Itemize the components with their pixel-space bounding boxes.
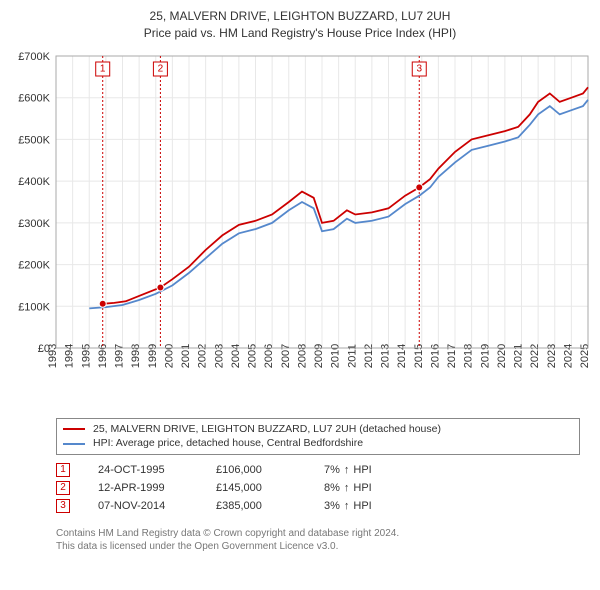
svg-text:£400K: £400K xyxy=(18,176,50,188)
svg-text:2009: 2009 xyxy=(313,343,325,367)
svg-text:£600K: £600K xyxy=(18,92,50,104)
svg-text:1: 1 xyxy=(100,63,106,74)
chart-title-line2: Price paid vs. HM Land Registry's House … xyxy=(6,25,594,42)
events-table: 1 24-OCT-1995 £106,000 7%↑HPI 2 12-APR-1999 £1… xyxy=(56,463,580,517)
svg-text:£300K: £300K xyxy=(18,217,50,229)
svg-text:2003: 2003 xyxy=(213,343,225,367)
legend-row: HPI: Average price, detached house, Cent… xyxy=(63,436,573,451)
legend-swatch xyxy=(63,443,85,445)
svg-text:2005: 2005 xyxy=(247,343,259,367)
svg-text:2021: 2021 xyxy=(513,343,525,367)
attribution-line2: This data is licensed under the Open Gov… xyxy=(56,540,580,554)
svg-text:1996: 1996 xyxy=(97,343,109,367)
event-date: 12-APR-1999 xyxy=(98,482,188,494)
svg-text:2: 2 xyxy=(158,63,164,74)
svg-text:2008: 2008 xyxy=(296,343,308,367)
svg-text:£200K: £200K xyxy=(18,259,50,271)
event-marker: 3 xyxy=(56,499,70,513)
chart-title-block: 25, MALVERN DRIVE, LEIGHTON BUZZARD, LU7… xyxy=(6,8,594,42)
event-pct: 7%↑HPI xyxy=(324,464,414,476)
event-date: 07-NOV-2014 xyxy=(98,500,188,512)
event-date: 24-OCT-1995 xyxy=(98,464,188,476)
arrow-up-icon: ↑ xyxy=(344,464,350,476)
legend-label: HPI: Average price, detached house, Cent… xyxy=(93,436,363,451)
arrow-up-icon: ↑ xyxy=(344,482,350,494)
svg-text:1994: 1994 xyxy=(64,343,76,367)
event-price: £106,000 xyxy=(216,464,296,476)
svg-text:2007: 2007 xyxy=(280,343,292,367)
svg-text:2024: 2024 xyxy=(562,343,574,367)
svg-text:2020: 2020 xyxy=(496,343,508,367)
attribution-line1: Contains HM Land Registry data © Crown c… xyxy=(56,527,580,541)
event-pct: 3%↑HPI xyxy=(324,500,414,512)
svg-text:2017: 2017 xyxy=(446,343,458,367)
svg-text:2015: 2015 xyxy=(413,343,425,367)
chart-svg: £0£100K£200K£300K£400K£500K£600K£700K199… xyxy=(6,48,594,408)
event-row: 3 07-NOV-2014 £385,000 3%↑HPI xyxy=(56,499,580,513)
svg-text:2012: 2012 xyxy=(363,343,375,367)
svg-text:2010: 2010 xyxy=(330,343,342,367)
event-pct: 8%↑HPI xyxy=(324,482,414,494)
svg-text:3: 3 xyxy=(416,63,422,74)
svg-text:2004: 2004 xyxy=(230,343,242,367)
svg-text:2014: 2014 xyxy=(396,343,408,367)
legend-label: 25, MALVERN DRIVE, LEIGHTON BUZZARD, LU7… xyxy=(93,422,441,437)
event-row: 1 24-OCT-1995 £106,000 7%↑HPI xyxy=(56,463,580,477)
event-marker: 2 xyxy=(56,481,70,495)
event-price: £145,000 xyxy=(216,482,296,494)
svg-text:2023: 2023 xyxy=(546,343,558,367)
svg-text:1998: 1998 xyxy=(130,343,142,367)
legend-row: 25, MALVERN DRIVE, LEIGHTON BUZZARD, LU7… xyxy=(63,422,573,437)
svg-text:2001: 2001 xyxy=(180,343,192,367)
svg-text:1997: 1997 xyxy=(114,343,126,367)
svg-text:2013: 2013 xyxy=(380,343,392,367)
svg-text:2025: 2025 xyxy=(579,343,591,367)
svg-text:2019: 2019 xyxy=(479,343,491,367)
svg-text:2016: 2016 xyxy=(429,343,441,367)
svg-text:£100K: £100K xyxy=(18,301,50,313)
svg-text:2000: 2000 xyxy=(163,343,175,367)
event-row: 2 12-APR-1999 £145,000 8%↑HPI xyxy=(56,481,580,495)
event-marker: 1 xyxy=(56,463,70,477)
legend-swatch xyxy=(63,428,85,430)
svg-text:1993: 1993 xyxy=(47,343,59,367)
svg-text:2006: 2006 xyxy=(263,343,275,367)
attribution-text: Contains HM Land Registry data © Crown c… xyxy=(56,527,580,554)
svg-text:1995: 1995 xyxy=(80,343,92,367)
svg-text:£500K: £500K xyxy=(18,134,50,146)
svg-text:£700K: £700K xyxy=(18,51,50,63)
svg-text:2002: 2002 xyxy=(197,343,209,367)
event-price: £385,000 xyxy=(216,500,296,512)
arrow-up-icon: ↑ xyxy=(344,500,350,512)
chart-title-line1: 25, MALVERN DRIVE, LEIGHTON BUZZARD, LU7… xyxy=(6,8,594,25)
svg-text:2018: 2018 xyxy=(463,343,475,367)
svg-text:2022: 2022 xyxy=(529,343,541,367)
legend-box: 25, MALVERN DRIVE, LEIGHTON BUZZARD, LU7… xyxy=(56,418,580,455)
svg-text:1999: 1999 xyxy=(147,343,159,367)
chart-area: £0£100K£200K£300K£400K£500K£600K£700K199… xyxy=(6,48,594,408)
